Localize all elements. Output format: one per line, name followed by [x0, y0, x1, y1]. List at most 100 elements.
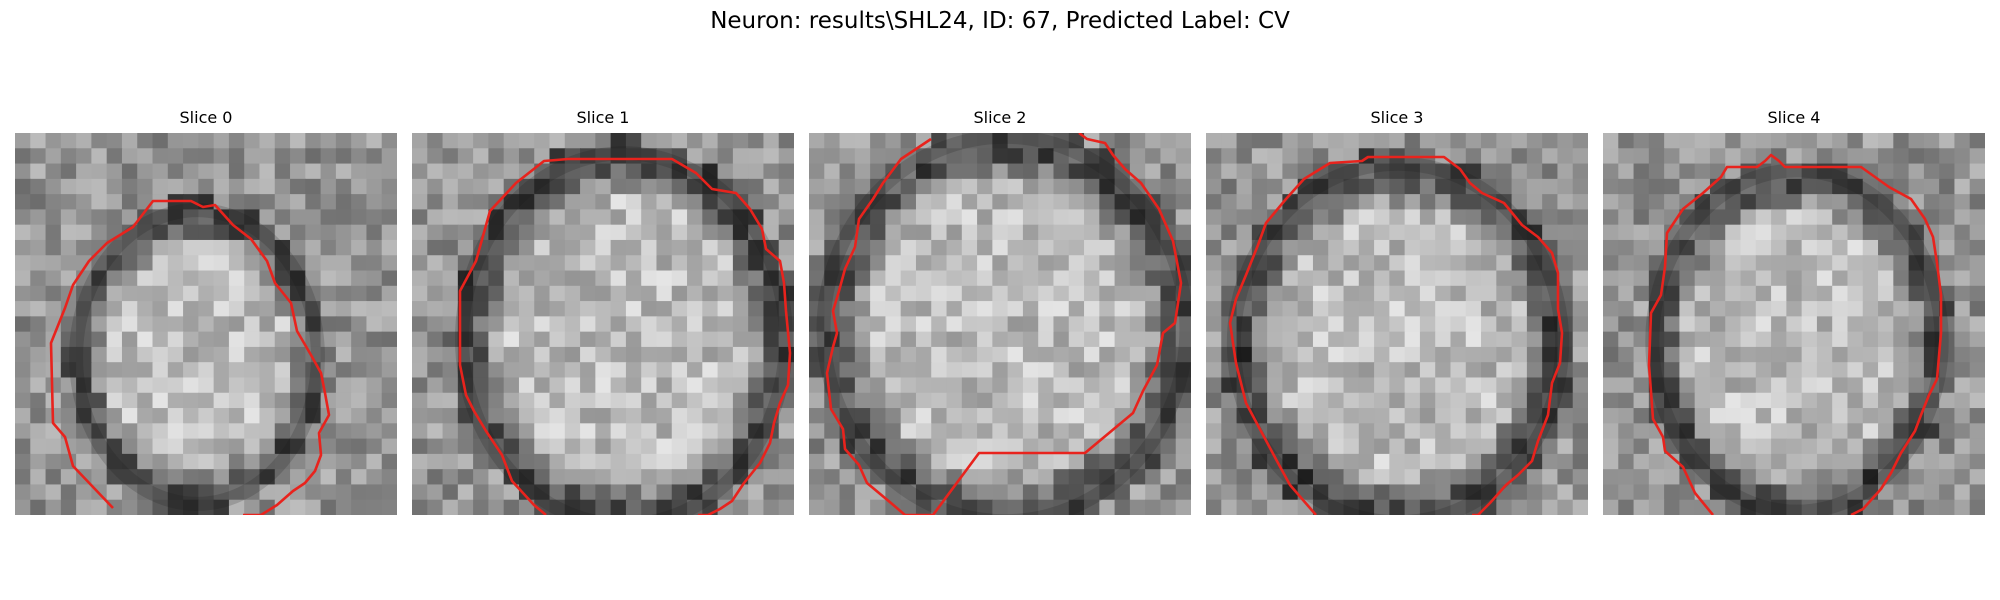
image-pixel [1816, 331, 1833, 348]
image-pixel [1603, 148, 1619, 165]
image-pixel [900, 362, 917, 379]
image-pixel [1099, 423, 1116, 440]
image-pixel [1419, 133, 1436, 149]
image-pixel [1847, 209, 1864, 226]
image-pixel [1481, 239, 1497, 256]
image-pixel [549, 285, 566, 302]
image-pixel [213, 209, 230, 226]
image-pixel [1374, 194, 1390, 210]
image-pixel [320, 239, 337, 256]
image-pixel [1450, 194, 1467, 210]
image-pixel [1465, 438, 1482, 455]
image-pixel [870, 285, 886, 302]
image-pixel [1786, 499, 1803, 515]
image-pixel [580, 408, 596, 424]
image-pixel [15, 133, 31, 149]
image-pixel [412, 423, 428, 440]
image-pixel [1114, 270, 1131, 287]
image-pixel [961, 270, 978, 287]
image-pixel [45, 163, 62, 180]
image-pixel [915, 423, 932, 440]
image-pixel [1557, 133, 1574, 149]
image-pixel [1221, 499, 1238, 515]
image-pixel [1450, 331, 1467, 348]
image-pixel [1419, 499, 1436, 515]
image-pixel [1908, 163, 1925, 180]
image-pixel [1862, 423, 1879, 440]
image-pixel [1878, 255, 1894, 272]
image-pixel [183, 285, 199, 302]
image-pixel [1954, 438, 1971, 455]
image-pixel [1450, 316, 1467, 333]
image-pixel [1328, 469, 1345, 486]
image-pixel [427, 392, 444, 409]
image-pixel [1221, 484, 1238, 501]
image-pixel [30, 270, 47, 287]
image-pixel [1175, 377, 1191, 394]
image-pixel [1542, 453, 1559, 470]
image-pixel [748, 163, 765, 180]
image-pixel [137, 346, 154, 363]
image-pixel [290, 423, 306, 440]
image-pixel [1939, 163, 1956, 180]
image-pixel [1389, 133, 1406, 149]
image-pixel [702, 392, 719, 409]
image-pixel [427, 239, 444, 256]
image-pixel [809, 346, 825, 363]
image-pixel [1572, 178, 1588, 195]
image-pixel [137, 469, 154, 486]
image-pixel [518, 224, 535, 241]
image-pixel [1542, 438, 1559, 455]
image-pixel [30, 484, 47, 501]
image-pixel [45, 469, 62, 486]
image-pixel [1694, 484, 1711, 501]
image-pixel [1939, 194, 1956, 210]
image-pixel [1251, 301, 1268, 317]
image-pixel [625, 133, 642, 149]
image-pixel [1175, 301, 1191, 317]
image-pixel [442, 209, 459, 226]
image-pixel [671, 499, 688, 515]
image-pixel [1145, 316, 1162, 333]
image-pixel [1160, 331, 1177, 348]
image-pixel [977, 209, 993, 226]
image-pixel [30, 392, 47, 409]
image-pixel [45, 178, 62, 195]
image-pixel [1633, 194, 1650, 210]
image-pixel [305, 270, 322, 287]
image-pixel [1481, 453, 1497, 470]
image-pixel [121, 255, 138, 272]
image-pixel [45, 484, 62, 501]
image-pixel [625, 270, 642, 287]
image-pixel [885, 346, 902, 363]
image-pixel [870, 270, 886, 287]
image-pixel [1755, 499, 1772, 515]
image-pixel [1816, 438, 1833, 455]
image-pixel [1389, 377, 1406, 394]
image-pixel [335, 469, 352, 486]
image-pixel [1007, 392, 1024, 409]
image-pixel [534, 285, 551, 302]
image-pixel [1114, 499, 1131, 515]
image-pixel [121, 133, 138, 149]
image-pixel [961, 285, 978, 302]
image-pixel [366, 301, 383, 317]
image-pixel [198, 408, 215, 424]
image-pixel [503, 163, 520, 180]
image-pixel [427, 316, 444, 333]
image-pixel [1099, 362, 1116, 379]
image-pixel [1481, 484, 1497, 501]
image-pixel [503, 453, 520, 470]
image-pixel [534, 163, 551, 180]
image-pixel [564, 255, 581, 272]
image-pixel [183, 301, 199, 317]
image-pixel [763, 346, 780, 363]
image-pixel [778, 209, 794, 226]
image-pixel [1236, 499, 1253, 515]
image-pixel [564, 484, 581, 501]
image-pixel [1725, 331, 1742, 348]
image-pixel [152, 255, 169, 272]
image-pixel [1221, 270, 1238, 287]
image-pixel [1954, 163, 1971, 180]
image-pixel [961, 239, 978, 256]
